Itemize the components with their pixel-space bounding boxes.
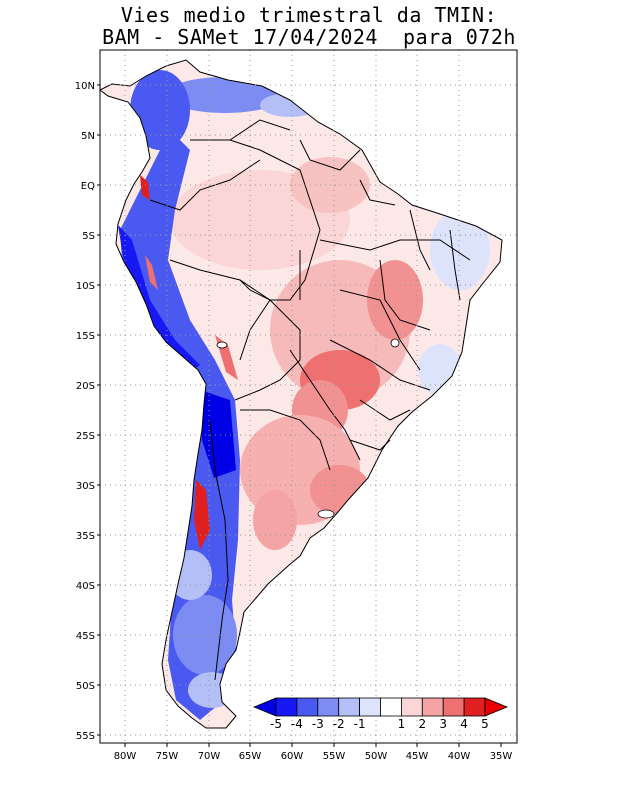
colorbar-segment	[421, 697, 444, 717]
colorbar-label: -5	[270, 717, 282, 731]
lon-label: 70W	[198, 751, 221, 762]
colorbar-label: -3	[312, 717, 324, 731]
colorbar-segment	[296, 697, 319, 717]
colorbar-segment	[463, 697, 486, 717]
lat-label: 10S	[76, 281, 95, 292]
lon-label: 55W	[323, 751, 346, 762]
colorbar-segment	[275, 697, 298, 717]
lon-label: 65W	[239, 751, 262, 762]
colorbar-label: 1	[398, 717, 406, 731]
colorbar-segment	[338, 697, 361, 717]
colorbar-label: -4	[291, 717, 303, 731]
lat-label: 45S	[76, 631, 95, 642]
colorbar-labels: -5 -4 -3 -2 -1 1 2 3 4 5	[270, 717, 489, 731]
colorbar-segment	[359, 697, 381, 717]
lat-label: 35S	[76, 531, 95, 542]
lon-label: 40W	[448, 751, 471, 762]
lat-label: 5N	[81, 131, 95, 142]
boundaries	[99, 59, 503, 729]
lat-label: 30S	[76, 481, 95, 492]
lon-label: 75W	[156, 751, 179, 762]
colorbar-high-arrow	[484, 697, 509, 717]
grid-lines	[100, 50, 517, 743]
lon-label: 35W	[490, 751, 513, 762]
map-title-line1: Vies medio trimestral da TMIN:	[120, 3, 498, 27]
lon-label: 80W	[114, 751, 137, 762]
colorbar-segment	[442, 697, 465, 717]
lat-label: 25S	[76, 431, 95, 442]
map-title-line2: BAM - SAMet 17/04/2024 para 072h	[102, 25, 516, 49]
colorbar-label: 5	[481, 717, 489, 731]
colorbar-segment	[317, 697, 340, 717]
colorbar-segment	[400, 697, 423, 717]
lat-label: 55S	[76, 731, 95, 742]
colorbar-label: 3	[439, 717, 447, 731]
lon-label: 60W	[281, 751, 304, 762]
lat-label: 5S	[82, 231, 95, 242]
colorbar-label: 4	[460, 717, 468, 731]
lat-label: EQ	[81, 181, 95, 192]
colorbar-label: 2	[418, 717, 426, 731]
lat-label: 10N	[75, 81, 95, 92]
lat-axis: 10N 5N EQ 5S 10S 15S 20S 25S 30S 35S 40S…	[75, 81, 95, 742]
lat-label: 20S	[76, 381, 95, 392]
lat-label: 50S	[76, 681, 95, 692]
lon-label: 45W	[406, 751, 429, 762]
colorbar	[252, 697, 509, 717]
lat-label: 15S	[76, 331, 95, 342]
lon-label: 50W	[365, 751, 388, 762]
lon-axis: 80W 75W 70W 65W 60W 55W 50W 45W 40W 35W	[114, 751, 513, 762]
colorbar-label: -1	[354, 717, 366, 731]
lat-label: 40S	[76, 581, 95, 592]
colorbar-segment	[380, 697, 402, 717]
colorbar-label: -2	[333, 717, 345, 731]
